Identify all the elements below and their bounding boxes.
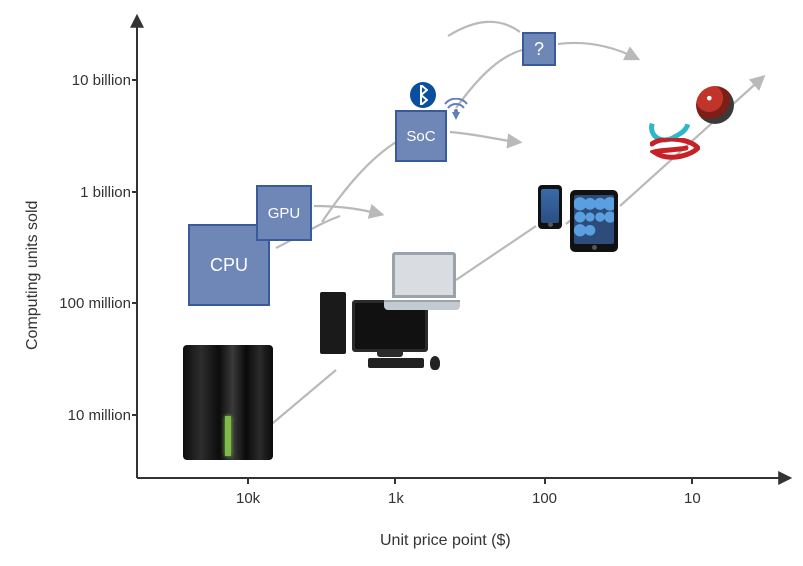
xtick-100: 100: [532, 490, 557, 507]
chip-gpu: GPU: [256, 185, 312, 241]
computing-units-chart: 10 million 100 million 1 billion 10 bill…: [0, 0, 803, 566]
xtick-10: 10: [684, 490, 701, 507]
ytick-10b: 10 billion: [72, 72, 131, 89]
bluetooth-icon: [410, 82, 436, 108]
laptop-icon: [392, 252, 460, 310]
smartphone-icon: [538, 185, 562, 229]
x-axis-label: Unit price point ($): [380, 532, 511, 550]
wearable-ring-icon: [648, 108, 692, 140]
chip-soc: SoC: [395, 110, 447, 162]
wearable-lens-icon: [696, 86, 734, 124]
xtick-10k: 10k: [236, 490, 260, 507]
chip-future: ?: [522, 32, 556, 66]
server-icon: [183, 345, 273, 460]
y-axis-label: Computing units sold: [24, 201, 42, 350]
wearable-band-icon: [650, 138, 700, 165]
wireless-icon: [442, 98, 470, 127]
ytick-100m: 100 million: [59, 295, 131, 312]
xtick-1k: 1k: [388, 490, 404, 507]
tablet-icon: [570, 190, 618, 252]
ytick-10m: 10 million: [68, 407, 131, 424]
ytick-1b: 1 billion: [80, 184, 131, 201]
